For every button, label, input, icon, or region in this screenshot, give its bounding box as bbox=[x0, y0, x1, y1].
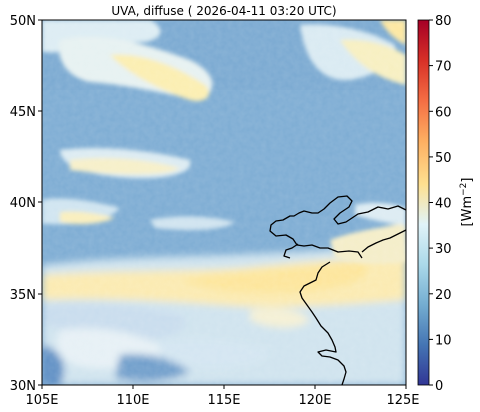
colorbar-label-unit: [Wm bbox=[460, 196, 475, 227]
colorbar-tick-label: 20 bbox=[435, 288, 452, 303]
lat-tick-label: 30N bbox=[10, 379, 36, 394]
lat-axis bbox=[38, 19, 42, 386]
colorbar-label: [Wm−2] bbox=[459, 178, 475, 227]
colorbar-tick-label: 50 bbox=[435, 151, 452, 166]
map-panel bbox=[42, 20, 406, 385]
lat-tick-label: 50N bbox=[10, 14, 36, 29]
lon-tick-label: 105E bbox=[25, 393, 58, 408]
colorbar-label-close: ] bbox=[460, 178, 475, 183]
colorbar-tick-label: 80 bbox=[435, 14, 452, 29]
colorbar-tick-label: 40 bbox=[435, 197, 452, 212]
lon-tick-label: 110E bbox=[116, 393, 149, 408]
lat-tick-label: 45N bbox=[10, 105, 36, 120]
map-texture bbox=[42, 20, 406, 385]
colorbar-tick-label: 10 bbox=[435, 333, 452, 348]
lon-axis bbox=[41, 385, 407, 389]
colorbar-tick-label: 30 bbox=[435, 242, 452, 257]
colorbar-tick-label: 0 bbox=[435, 379, 443, 394]
lat-tick-label: 35N bbox=[10, 288, 36, 303]
lon-tick-label: 125E bbox=[386, 393, 419, 408]
colorbar bbox=[417, 19, 430, 386]
coastline bbox=[269, 195, 406, 385]
colorbar-label-exponent: −2 bbox=[459, 183, 469, 196]
colorbar-ticks bbox=[429, 19, 433, 386]
lat-tick-label: 40N bbox=[10, 196, 36, 211]
lon-tick-label: 120E bbox=[298, 393, 331, 408]
colorbar-tick-label: 70 bbox=[435, 60, 452, 75]
lon-tick-label: 115E bbox=[207, 393, 240, 408]
map-title: UVA, diffuse ( 2026-04-11 03:20 UTC) bbox=[111, 4, 336, 18]
colorbar-tick-label: 60 bbox=[435, 105, 452, 120]
